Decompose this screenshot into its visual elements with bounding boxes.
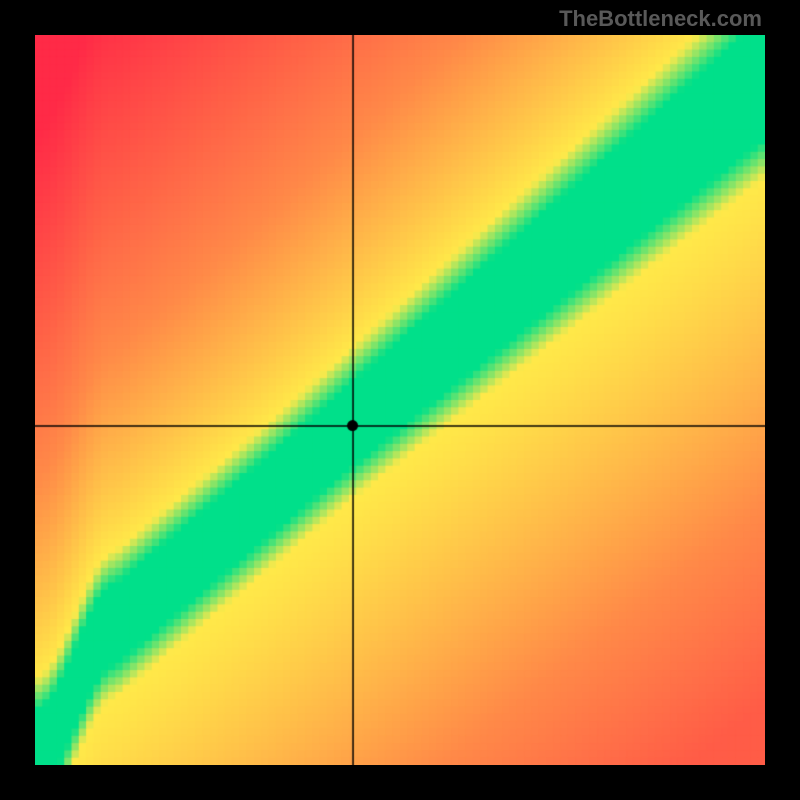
- watermark-text: TheBottleneck.com: [559, 6, 762, 32]
- chart-container: TheBottleneck.com: [0, 0, 800, 800]
- bottleneck-heatmap: [35, 35, 765, 765]
